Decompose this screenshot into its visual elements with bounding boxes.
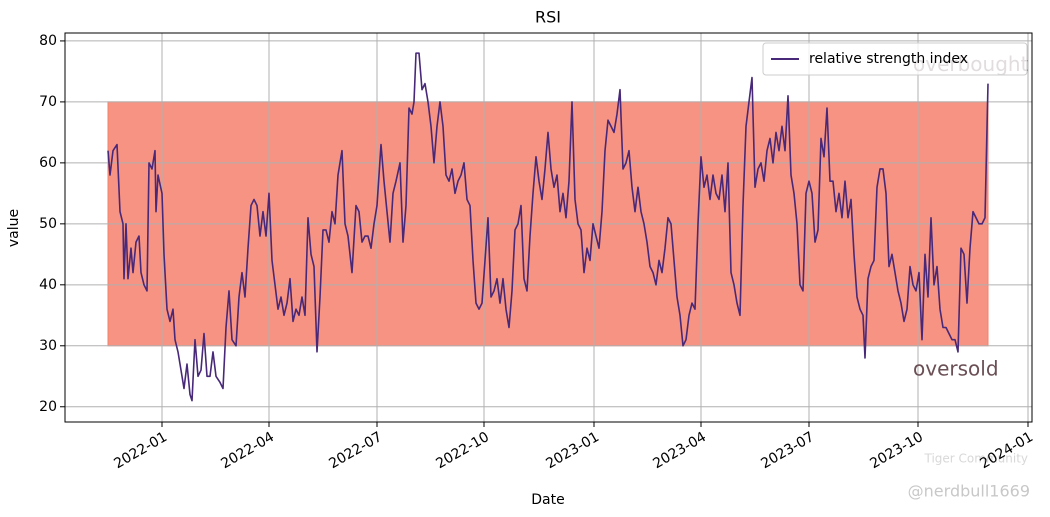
y-axis-label: value (6, 209, 22, 247)
x-tick-label: 2022-07 (326, 429, 385, 472)
x-axis-label: Date (531, 492, 564, 508)
watermark-brand: Tiger Community (924, 452, 1029, 466)
legend-box (762, 42, 1028, 76)
plot-frame (64, 32, 1033, 423)
x-tick-label: 2023-04 (650, 429, 709, 472)
x-tick-label: 2022-04 (218, 429, 277, 472)
y-tick-label: 60 (39, 155, 57, 171)
x-tick-label: 2022-10 (433, 429, 492, 472)
legend: relative strength index (762, 42, 1028, 76)
y-tick-label: 80 (39, 33, 57, 49)
x-tick-label: 2023-07 (758, 429, 817, 472)
x-tick-label: 2023-10 (867, 429, 926, 472)
y-tick-label: 40 (39, 277, 57, 293)
chart-title: RSI (535, 8, 561, 27)
x-tick-label: 2022-01 (111, 429, 170, 472)
x-tick-label: 2023-01 (543, 429, 602, 472)
y-tick-label: 70 (39, 94, 57, 110)
y-tick-label: 30 (39, 338, 57, 354)
annotation: oversold (913, 357, 999, 381)
legend-label: relative strength index (809, 51, 968, 67)
watermark-handle: @nerdbull1669 (908, 482, 1030, 501)
y-tick-label: 50 (39, 216, 57, 232)
y-tick-label: 20 (39, 399, 57, 415)
series-line (107, 52, 989, 402)
